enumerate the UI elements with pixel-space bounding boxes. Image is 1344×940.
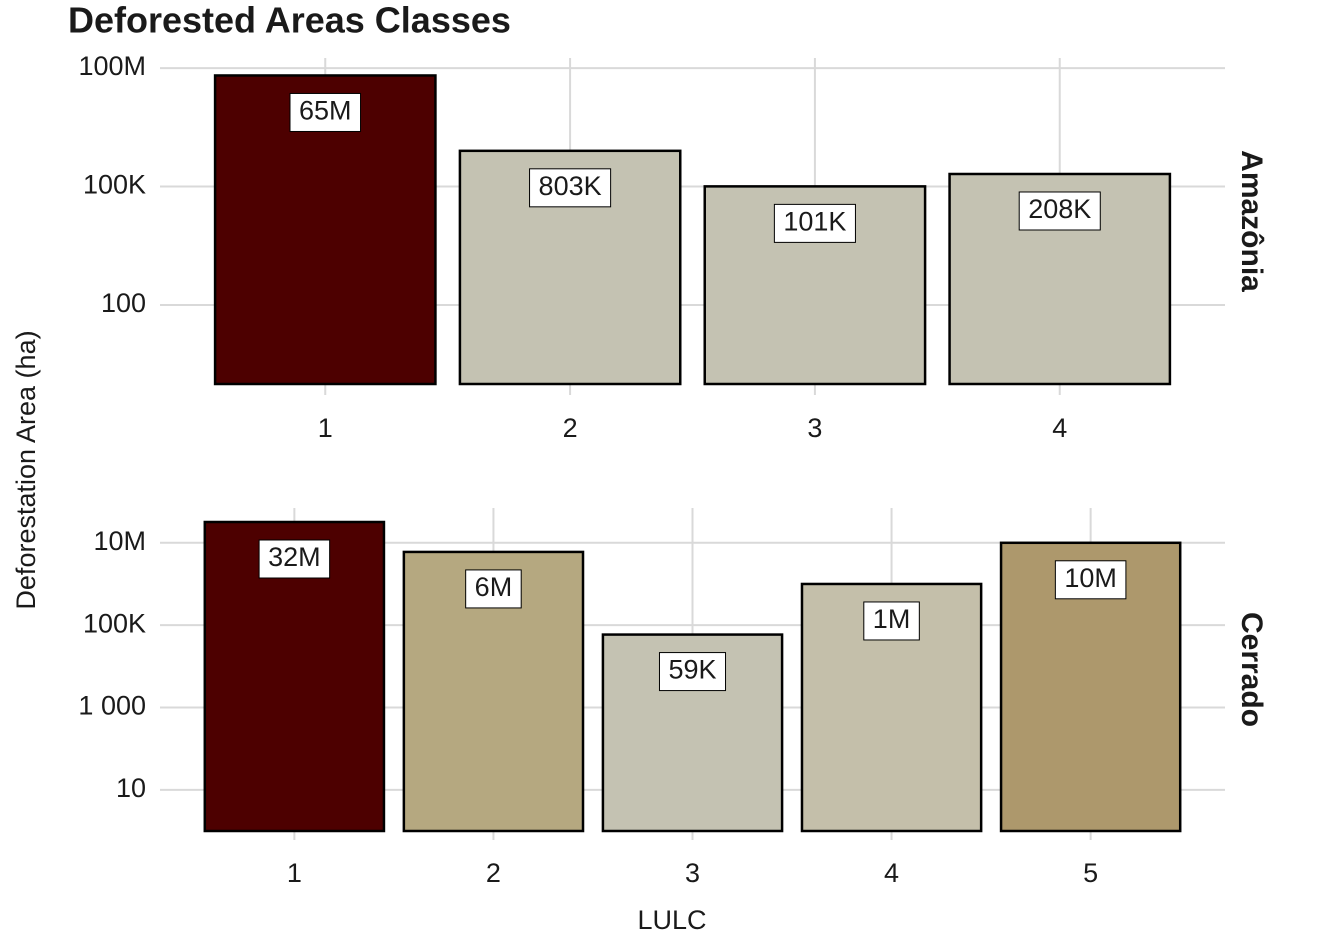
value-label-box (289, 92, 362, 132)
y-tick-label: 100 (101, 288, 146, 318)
y-tick-label: 100K (83, 170, 146, 200)
value-label-box (258, 539, 331, 579)
x-axis-label: LULC (637, 905, 706, 935)
facet-label: Amazônia (1235, 150, 1268, 292)
value-label-box (773, 203, 856, 243)
x-tick-label: 2 (486, 858, 501, 888)
x-tick-label: 2 (563, 413, 578, 443)
value-label-box (529, 168, 612, 208)
value-label: 803K (539, 171, 602, 201)
value-label-box (658, 652, 727, 692)
x-tick-label: 4 (884, 858, 899, 888)
chart-title: Deforested Areas Classes (68, 0, 511, 41)
value-label: 32M (268, 542, 321, 572)
y-tick-label: 1 000 (78, 691, 146, 721)
y-tick-label: 10M (93, 526, 146, 556)
value-label-box (1054, 560, 1127, 600)
x-tick-label: 1 (287, 858, 302, 888)
value-label: 65M (299, 96, 352, 126)
value-label: 59K (668, 655, 716, 685)
x-tick-label: 3 (685, 858, 700, 888)
y-tick-label: 10 (116, 773, 146, 803)
value-label-box (465, 569, 522, 609)
value-label: 208K (1028, 194, 1091, 224)
value-label: 6M (475, 572, 513, 602)
facet-label: Cerrado (1235, 612, 1268, 727)
x-tick-label: 4 (1052, 413, 1067, 443)
x-tick-label: 1 (318, 413, 333, 443)
value-label: 10M (1064, 563, 1117, 593)
y-tick-label: 100M (78, 51, 146, 81)
value-label-box (863, 601, 920, 641)
value-label-box (1018, 191, 1101, 231)
value-label: 101K (783, 207, 846, 237)
bar (948, 172, 1172, 386)
value-label: 1M (873, 604, 911, 634)
x-tick-label: 5 (1083, 858, 1098, 888)
x-tick-label: 3 (807, 413, 822, 443)
y-axis-label: Deforestation Area (ha) (11, 330, 41, 609)
y-tick-label: 100K (83, 608, 146, 638)
